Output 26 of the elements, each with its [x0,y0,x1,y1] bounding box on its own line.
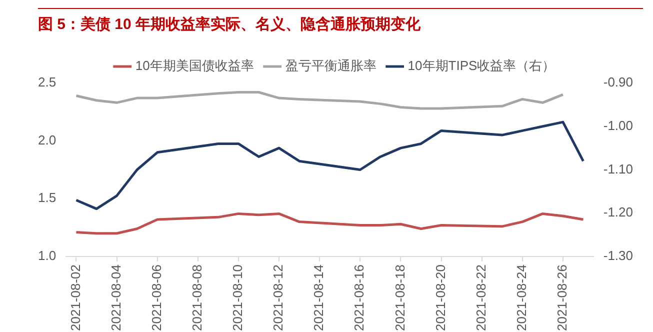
legend-label: 10年期TIPS收益率（右） [408,58,556,74]
y-tick-label: 1.0 [38,248,56,264]
x-tick-label: 2021-08-24 [514,264,529,331]
x-tick-label: 2021-08-04 [108,264,124,331]
x-tick-label: 2021-08-18 [392,264,408,331]
y2-tick-label: -1.10 [603,161,634,176]
x-tick-label: 2021-08-06 [148,264,164,331]
y2-tick-label: -1.30 [603,248,634,264]
x-tick-label: 2021-08-20 [432,264,448,331]
x-tick-label: 2021-08-16 [352,264,367,331]
x-tick-label: 2021-08-10 [230,264,246,331]
y-tick-label: 2.0 [38,132,56,148]
x-tick-label: 2021-08-12 [270,264,286,331]
x-tick-label: 2021-08-26 [554,264,570,331]
x-tick-label: 2021-08-14 [311,264,326,331]
legend-label: 盈亏平衡通胀率 [285,58,376,74]
y2-tick-label: -1.20 [603,204,634,220]
x-tick-label: 2021-08-08 [189,264,204,331]
y-tick-label: 2.5 [38,74,56,90]
legend-label: 10年期美国债收益率 [135,58,254,74]
y2-tick-label: -0.90 [603,74,634,90]
y2-tick-label: -1.00 [603,118,634,133]
chart-title: 图 5：美债 10 年期收益率实际、名义、隐含通胀预期变化 [38,8,643,34]
x-tick-label: 2021-08-22 [473,264,488,331]
y-tick-label: 1.5 [38,190,56,206]
x-tick-label: 2021-08-02 [68,264,83,331]
